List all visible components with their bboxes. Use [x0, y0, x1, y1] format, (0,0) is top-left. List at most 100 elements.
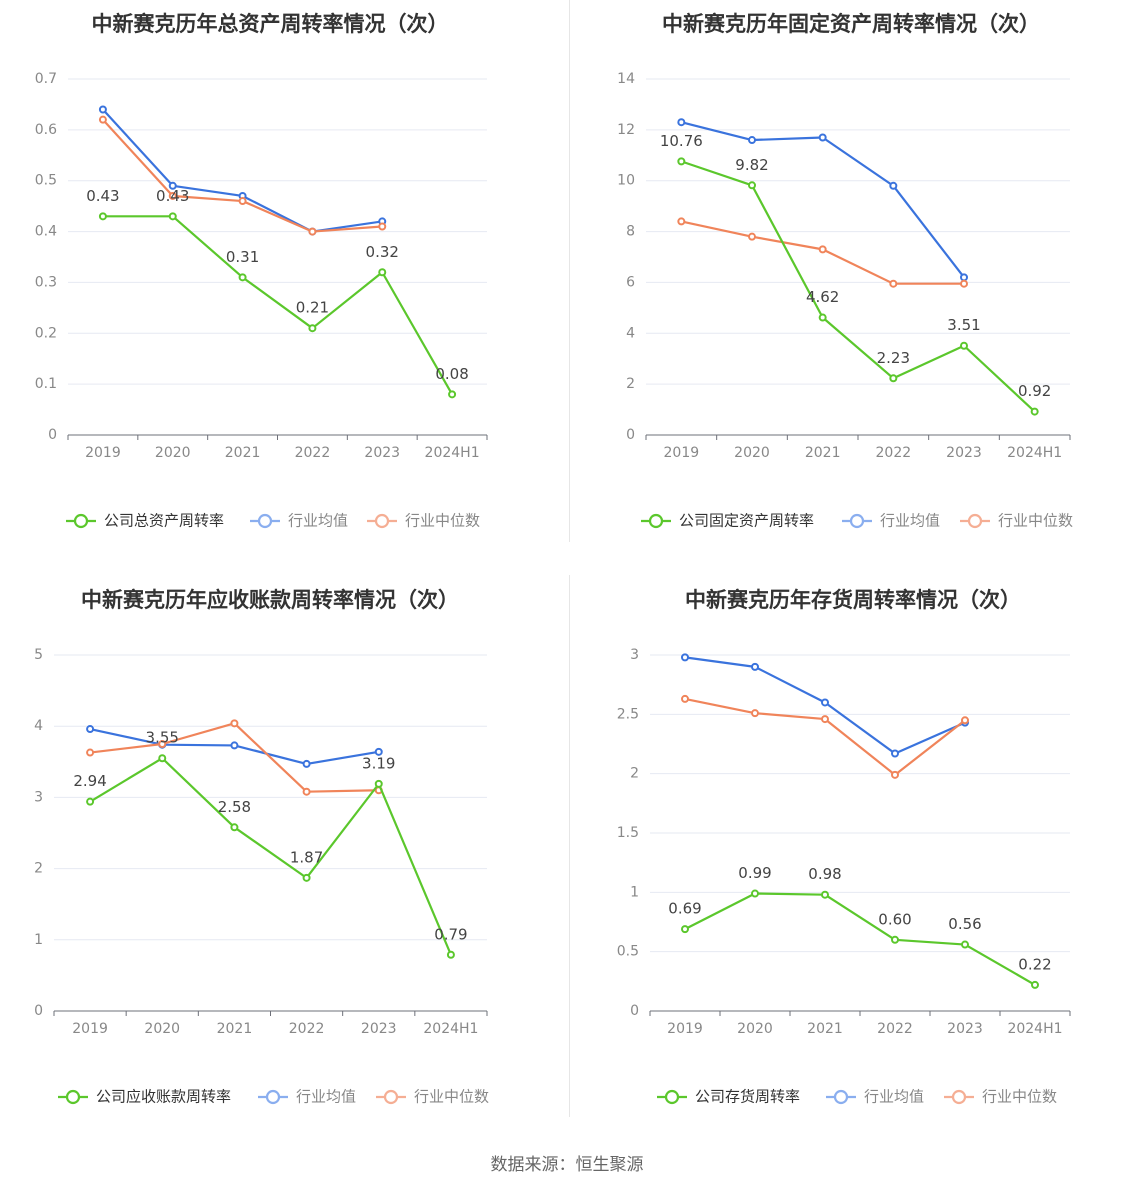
- legend-label: 行业均值: [880, 512, 940, 530]
- legend-swatch-marker: [257, 513, 273, 529]
- x-tick-label: 2024H1: [1007, 1021, 1062, 1037]
- data-point-company: [961, 940, 969, 949]
- legend-label: 公司总资产周转率: [104, 512, 224, 530]
- data-point-company: [751, 889, 759, 898]
- x-tick-label: 2019: [664, 445, 700, 461]
- chart-title: 中新赛克历年总资产周转率情况（次）: [92, 12, 449, 36]
- data-point-company: [238, 273, 247, 282]
- data-point-company: [677, 157, 686, 166]
- data-point-company: [158, 754, 167, 763]
- data-point-company: [308, 324, 317, 333]
- y-tick-label: 0: [34, 1003, 43, 1019]
- data-point-company: [98, 212, 107, 221]
- chart-svg: 中新赛克历年总资产周转率情况（次） 0 0.1 0.2 0.3 0.4 0.5 0.6 0.7 2…: [35, 12, 488, 530]
- data-point-company: [818, 313, 827, 322]
- data-label: 0.43: [156, 187, 189, 205]
- data-point-avg: [98, 105, 107, 114]
- series-line-company: [680, 160, 1036, 413]
- chart-inventory-turnover: 中新赛克历年存货周转率情况（次） 0 0.5 1 1.5 2 2.5 3 2019 2020 202…: [567, 575, 1134, 1150]
- x-tick-label: 2020: [155, 445, 191, 461]
- data-point-avg: [751, 662, 759, 671]
- data-label: 2.94: [73, 772, 106, 790]
- series-line-company: [89, 757, 452, 956]
- data-point-median: [98, 115, 107, 124]
- data-label: 3.55: [146, 729, 179, 747]
- legend-swatch-marker: [383, 1089, 399, 1105]
- data-point-company: [748, 181, 756, 190]
- data-label: 0.21: [296, 299, 329, 317]
- y-tick-label: 2: [626, 376, 635, 392]
- x-tick-label: 2019: [72, 1021, 108, 1037]
- series-line-avg: [681, 121, 965, 279]
- y-tick-label: 0: [626, 427, 635, 443]
- legend-label: 行业中位数: [414, 1088, 489, 1106]
- data-label: 0.32: [366, 243, 399, 261]
- data-label: 9.82: [735, 156, 768, 174]
- data-point-median: [891, 770, 899, 779]
- data-label: 1.87: [290, 848, 323, 866]
- y-tick-label: 5: [34, 647, 43, 663]
- data-point-company: [1031, 980, 1039, 989]
- data-point-company: [448, 390, 457, 399]
- data-point-company: [378, 268, 387, 277]
- y-tick-label: 0.6: [35, 122, 57, 138]
- y-tick-label: 0: [630, 1003, 639, 1019]
- data-point-median: [681, 694, 689, 703]
- data-label: 0.56: [948, 915, 981, 933]
- data-point-median: [677, 217, 686, 226]
- chart-title: 中新赛克历年存货周转率情况（次）: [685, 588, 1021, 612]
- data-label: 0.98: [808, 865, 841, 883]
- data-point-median: [889, 279, 898, 288]
- data-label: 0.22: [1018, 955, 1051, 973]
- series-line-company: [102, 215, 454, 395]
- legend-swatch-marker: [65, 1089, 81, 1105]
- data-label: 0.31: [226, 248, 259, 266]
- data-point-avg: [374, 747, 383, 756]
- data-point-avg: [748, 136, 756, 145]
- data-point-company: [302, 873, 311, 882]
- data-point-company: [891, 935, 899, 944]
- data-point-avg: [168, 181, 177, 190]
- chart-svg: 中新赛克历年固定资产周转率情况（次） 0 2 4 6 8 10 12 14 2019 2020 202…: [617, 12, 1073, 530]
- data-point-company: [168, 212, 177, 221]
- y-tick-label: 1: [34, 932, 43, 948]
- series-line-median: [102, 118, 383, 233]
- series-line-median: [684, 697, 966, 776]
- data-point-median: [86, 748, 95, 757]
- chart-receivables-turnover: 中新赛克历年应收账款周转率情况（次） 0 1 2 3 4 5 2019 2020 2021 2022…: [0, 575, 567, 1150]
- data-point-median: [961, 716, 969, 725]
- data-point-median: [168, 191, 177, 200]
- data-point-median: [960, 279, 968, 288]
- data-label: 2.58: [218, 798, 251, 816]
- data-source-note: 数据来源：恒生聚源: [490, 1155, 644, 1175]
- y-tick-label: 14: [617, 71, 635, 87]
- y-tick-label: 0.5: [617, 944, 639, 960]
- x-tick-label: 2020: [737, 1021, 773, 1037]
- data-label: 0.79: [434, 925, 467, 943]
- chart-title: 中新赛克历年应收账款周转率情况（次）: [81, 588, 459, 612]
- y-tick-label: 0: [48, 427, 57, 443]
- chart-svg: 中新赛克历年应收账款周转率情况（次） 0 1 2 3 4 5 2019 2020 2021 2022…: [34, 588, 489, 1106]
- divider-bottom: [569, 575, 570, 1117]
- data-point-median: [238, 197, 247, 206]
- y-tick-label: 12: [617, 122, 635, 138]
- data-point-avg: [302, 759, 311, 768]
- data-point-avg: [681, 653, 689, 662]
- data-point-avg: [960, 273, 968, 282]
- legend-label: 行业中位数: [998, 512, 1073, 530]
- divider-top: [569, 0, 570, 542]
- legend-label: 公司固定资产周转率: [679, 512, 814, 530]
- x-tick-label: 2022: [876, 445, 912, 461]
- legend-swatch-marker: [374, 513, 390, 529]
- y-tick-label: 0.2: [35, 325, 57, 341]
- data-point-avg: [86, 725, 95, 734]
- x-tick-label: 2022: [877, 1021, 913, 1037]
- series-line-avg: [102, 108, 383, 233]
- legend-label: 行业均值: [296, 1088, 356, 1106]
- data-label: 0.99: [738, 864, 771, 882]
- legend-label: 行业中位数: [405, 512, 480, 530]
- data-point-company: [889, 374, 898, 383]
- legend-swatch-marker: [967, 513, 983, 529]
- data-point-median: [308, 227, 317, 236]
- data-point-median: [821, 715, 829, 724]
